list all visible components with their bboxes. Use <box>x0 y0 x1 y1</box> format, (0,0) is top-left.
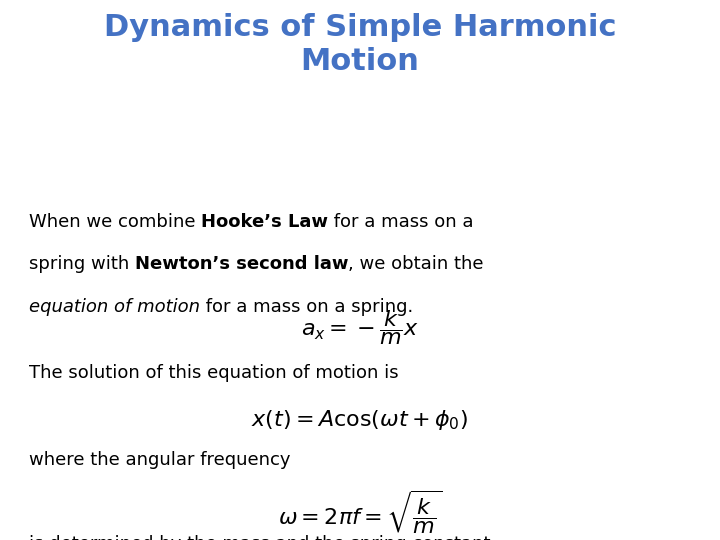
Text: Newton’s second law: Newton’s second law <box>135 255 348 273</box>
Text: for a mass on a: for a mass on a <box>328 213 474 231</box>
Text: for a mass on a spring.: for a mass on a spring. <box>199 298 413 315</box>
Text: , we obtain the: , we obtain the <box>348 255 484 273</box>
Text: $\omega = 2\pi f = \sqrt{\dfrac{k}{m}}$: $\omega = 2\pi f = \sqrt{\dfrac{k}{m}}$ <box>278 489 442 536</box>
Text: $a_x = -\dfrac{k}{m}x$: $a_x = -\dfrac{k}{m}x$ <box>301 308 419 347</box>
Text: Hooke’s Law: Hooke’s Law <box>201 213 328 231</box>
Text: where the angular frequency: where the angular frequency <box>29 451 290 469</box>
Text: The solution of this equation of motion is: The solution of this equation of motion … <box>29 364 398 382</box>
Text: $x(t) = A\cos(\omega t + \phi_0)$: $x(t) = A\cos(\omega t + \phi_0)$ <box>251 408 469 431</box>
Text: is determined by the mass and the spring constant.: is determined by the mass and the spring… <box>29 535 496 540</box>
Text: Dynamics of Simple Harmonic
Motion: Dynamics of Simple Harmonic Motion <box>104 14 616 76</box>
Text: When we combine: When we combine <box>29 213 201 231</box>
Text: spring with: spring with <box>29 255 135 273</box>
Text: equation of motion: equation of motion <box>29 298 200 315</box>
